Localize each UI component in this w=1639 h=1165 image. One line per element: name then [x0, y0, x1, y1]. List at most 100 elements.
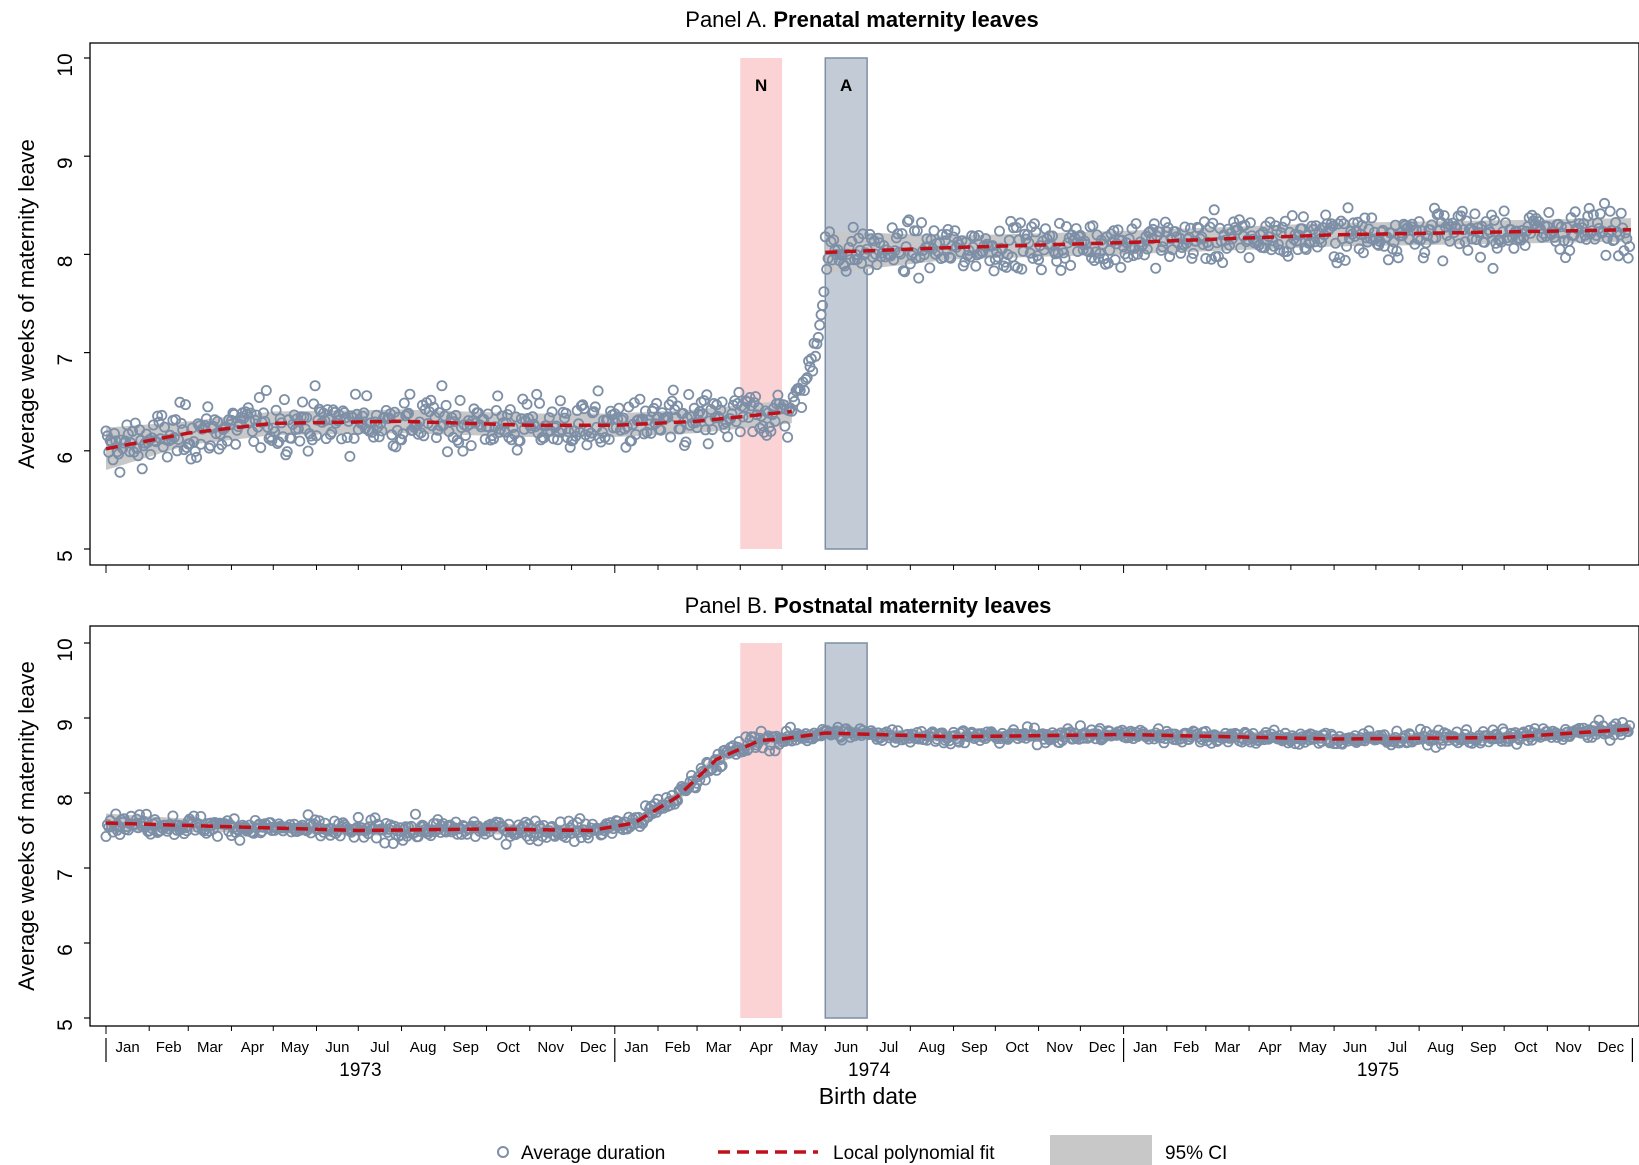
data-point [1279, 215, 1291, 227]
data-point [1366, 212, 1378, 224]
month-label: May [1298, 1039, 1327, 1056]
data-point [603, 433, 615, 445]
data-point [171, 445, 183, 457]
data-point [402, 407, 414, 419]
data-point [916, 217, 928, 229]
data-point [301, 411, 313, 423]
data-point [1047, 230, 1059, 242]
data-point [857, 228, 869, 240]
data-point [1498, 205, 1510, 217]
month-label: Feb [156, 1039, 182, 1056]
month-label: Feb [1173, 1039, 1199, 1056]
data-point [552, 434, 564, 446]
data-point [800, 373, 812, 385]
data-point [1310, 220, 1322, 232]
panel-a-y-tick-label: 9 [54, 157, 77, 169]
panel-a-y-tick-label: 10 [54, 53, 77, 76]
data-point [1065, 259, 1077, 271]
data-point [1130, 218, 1142, 230]
month-label: Jul [370, 1039, 389, 1056]
data-point [108, 427, 120, 439]
data-point [699, 424, 711, 436]
data-point [911, 225, 923, 237]
data-point [511, 444, 523, 456]
data-point [259, 415, 271, 427]
data-point [988, 265, 1000, 277]
data-point [145, 448, 157, 460]
data-point [559, 412, 571, 424]
data-point [398, 397, 410, 409]
data-point [189, 445, 201, 457]
data-point [440, 399, 452, 411]
legend-ci-swatch [1050, 1135, 1152, 1165]
month-label: Jan [116, 1039, 140, 1056]
panel-b-band-0 [740, 643, 783, 1018]
data-point [510, 411, 522, 423]
month-label: Feb [665, 1039, 691, 1056]
data-point [1328, 251, 1340, 263]
data-point [830, 248, 842, 260]
data-point [1159, 216, 1171, 228]
data-point [1083, 246, 1095, 258]
data-point [415, 427, 427, 439]
data-point [943, 251, 955, 263]
x-axis-title: Birth date [819, 1083, 917, 1109]
data-point [765, 425, 777, 437]
data-point [1487, 262, 1499, 274]
panel-b-y-tick-label: 9 [54, 719, 77, 731]
data-point [645, 427, 657, 439]
data-point [651, 397, 663, 409]
data-point [439, 410, 451, 422]
panel-b-y-axis-title: Average weeks of maternity leave [14, 661, 39, 991]
data-point [1270, 220, 1282, 232]
data-point [260, 384, 272, 396]
data-point [903, 214, 915, 226]
data-point [921, 233, 933, 245]
data-point [1327, 220, 1339, 232]
data-point [812, 331, 824, 343]
panel-b-y-tick-label: 6 [54, 944, 77, 956]
data-point [1243, 252, 1255, 264]
month-label: Mar [706, 1039, 732, 1056]
panel-b-y-tick-label: 8 [54, 794, 77, 806]
data-point [430, 432, 442, 444]
data-point [531, 388, 543, 400]
data-point [1469, 208, 1481, 220]
data-point [798, 384, 810, 396]
data-point [1391, 245, 1403, 257]
panel-b-y-tick-label: 7 [54, 869, 77, 881]
month-label: Jun [1343, 1039, 1367, 1056]
data-point [1058, 247, 1070, 259]
data-point [628, 397, 640, 409]
data-point [136, 463, 148, 475]
data-point [514, 435, 526, 447]
data-point [1430, 741, 1442, 753]
panel-b-fit-line [105, 727, 1632, 833]
data-point [1164, 251, 1176, 263]
data-point [886, 724, 898, 736]
data-point [1613, 250, 1625, 262]
data-point [602, 819, 614, 831]
data-point [1282, 250, 1294, 262]
data-point [310, 430, 322, 442]
data-point [964, 251, 976, 263]
data-point [821, 263, 833, 275]
data-point [1055, 264, 1067, 276]
data-point [174, 396, 186, 408]
data-point [897, 265, 909, 277]
data-point [715, 761, 727, 773]
data-point [1564, 244, 1576, 256]
data-point [1187, 247, 1199, 259]
data-point [110, 808, 122, 820]
data-point [250, 409, 262, 421]
data-point [230, 438, 242, 450]
data-point [1456, 205, 1468, 217]
data-point [1454, 238, 1466, 250]
month-label: Sep [961, 1039, 988, 1056]
data-point [1417, 252, 1429, 264]
data-point [244, 415, 256, 427]
data-point [1296, 223, 1308, 235]
month-label: Jun [834, 1039, 858, 1056]
data-point [278, 394, 290, 406]
